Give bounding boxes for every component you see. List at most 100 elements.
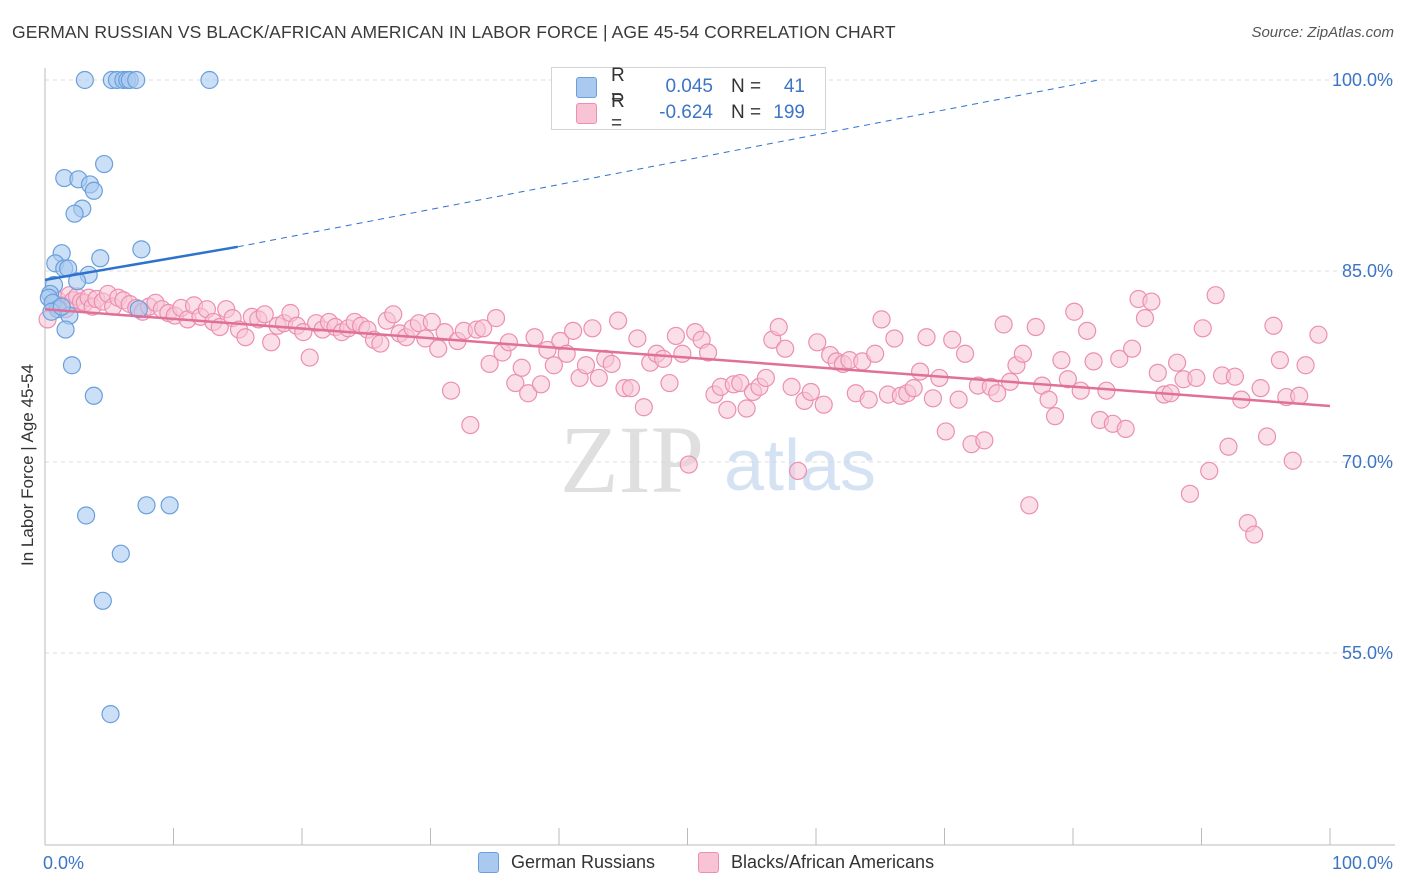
data-point-blacks <box>1039 390 1058 409</box>
data-point-blacks <box>499 333 518 352</box>
legend-row-blacks: R = -0.624 N = 199 <box>576 91 805 134</box>
data-point-blacks <box>1026 317 1045 337</box>
data-point-blacks <box>917 328 936 347</box>
data-point-blacks <box>429 339 448 358</box>
series-german-russians-points <box>39 70 219 724</box>
bottom-legend-german-russians: German Russians <box>478 852 655 873</box>
data-point-german-russians <box>93 591 112 610</box>
data-point-blacks <box>801 382 820 402</box>
legend-swatch-pink <box>576 102 597 124</box>
data-point-blacks <box>262 333 281 352</box>
data-point-blacks <box>506 373 525 393</box>
data-point-blacks <box>1264 316 1283 335</box>
data-point-blacks <box>1058 370 1077 389</box>
data-point-blacks <box>480 354 499 374</box>
data-point-blacks <box>782 377 801 396</box>
data-point-blacks <box>859 390 878 409</box>
data-point-blacks <box>756 368 775 388</box>
data-point-blacks <box>602 354 621 374</box>
data-point-blacks <box>1078 321 1097 340</box>
legend-n-label: N = <box>731 76 762 97</box>
y-tick-label: 100.0% <box>1332 70 1393 90</box>
source-label: Source: ZipAtlas.com <box>1251 24 1394 41</box>
data-point-blacks <box>975 431 994 450</box>
bottom-legend-label: German Russians <box>511 852 656 872</box>
data-point-blacks <box>936 422 955 441</box>
data-point-blacks <box>731 373 750 393</box>
data-point-blacks <box>1283 451 1302 470</box>
data-point-blacks <box>461 415 480 435</box>
legend-r-value: 0.045 <box>665 76 713 97</box>
legend-n-label: N = <box>731 102 762 123</box>
data-point-blacks <box>1052 351 1071 370</box>
data-point-german-russians <box>132 240 151 259</box>
data-point-blacks <box>660 373 679 393</box>
data-point-blacks <box>1148 363 1167 382</box>
bottom-legend-label: Blacks/African Americans <box>731 852 935 872</box>
data-point-blacks <box>621 379 641 398</box>
trend-lines <box>44 79 1331 408</box>
data-point-blacks <box>1167 353 1187 372</box>
gridlines <box>45 79 1395 654</box>
data-point-german-russians <box>101 705 120 724</box>
data-point-german-russians <box>137 496 156 515</box>
data-point-german-russians <box>160 496 179 515</box>
data-point-blacks <box>885 329 904 348</box>
data-point-blacks <box>1045 407 1065 426</box>
data-point-blacks <box>628 329 647 348</box>
data-point-german-russians <box>111 544 130 563</box>
watermark: ZIP atlas <box>560 406 876 513</box>
legend-r-value: -0.624 <box>659 102 713 123</box>
data-point-blacks <box>1180 484 1200 503</box>
data-point-blacks <box>776 339 795 358</box>
data-point-blacks <box>1270 351 1289 370</box>
data-point-german-russians <box>84 386 103 405</box>
data-point-blacks <box>910 362 930 381</box>
data-point-blacks <box>1065 302 1084 321</box>
data-point-german-russians <box>52 297 71 316</box>
data-point-german-russians <box>62 356 82 375</box>
data-point-blacks <box>718 400 737 419</box>
data-point-blacks <box>653 349 673 368</box>
data-point-blacks <box>788 461 808 481</box>
data-point-blacks <box>1309 325 1328 344</box>
data-point-blacks <box>923 389 943 408</box>
data-point-blacks <box>943 330 962 349</box>
data-point-blacks <box>583 319 602 338</box>
data-point-blacks <box>1142 292 1161 311</box>
data-point-blacks <box>441 381 461 400</box>
x-tick-label: 0.0% <box>43 853 84 873</box>
bottom-legend-swatch-pink <box>698 852 719 873</box>
data-point-blacks <box>576 356 596 375</box>
data-point-blacks <box>949 390 968 409</box>
data-point-blacks <box>634 398 653 417</box>
data-point-blacks <box>1296 356 1315 375</box>
data-point-blacks <box>486 309 506 328</box>
legend: R = 0.045 N = 41 R = -0.624 N = 199 <box>551 65 826 134</box>
data-point-blacks <box>994 315 1013 334</box>
axes <box>44 68 1395 846</box>
y-axis-label: In Labor Force | Age 45-54 <box>18 364 37 566</box>
data-point-german-russians <box>77 506 96 525</box>
data-point-blacks <box>808 333 827 352</box>
data-point-blacks <box>512 358 531 377</box>
x-tick-label: 100.0% <box>1332 853 1393 873</box>
data-point-blacks <box>474 319 493 338</box>
data-point-blacks <box>866 344 885 363</box>
data-point-blacks <box>1084 352 1103 371</box>
data-point-blacks <box>1110 349 1129 368</box>
trend-line-german-russians-extension <box>237 79 1099 248</box>
data-point-german-russians <box>84 181 103 200</box>
data-point-blacks <box>679 455 698 474</box>
watermark-zip: ZIP <box>560 406 704 513</box>
data-point-blacks <box>525 328 544 347</box>
data-point-blacks <box>531 375 551 394</box>
bottom-legend-blacks: Blacks/African Americans <box>698 852 934 873</box>
legend-row-german-russians: R = 0.045 N = 41 <box>576 65 805 108</box>
data-point-blacks <box>988 384 1007 403</box>
data-point-blacks <box>1206 286 1225 305</box>
series-blacks-points <box>38 284 1328 544</box>
data-point-blacks <box>1116 419 1135 438</box>
data-point-german-russians <box>68 272 87 291</box>
data-point-blacks <box>371 334 390 353</box>
